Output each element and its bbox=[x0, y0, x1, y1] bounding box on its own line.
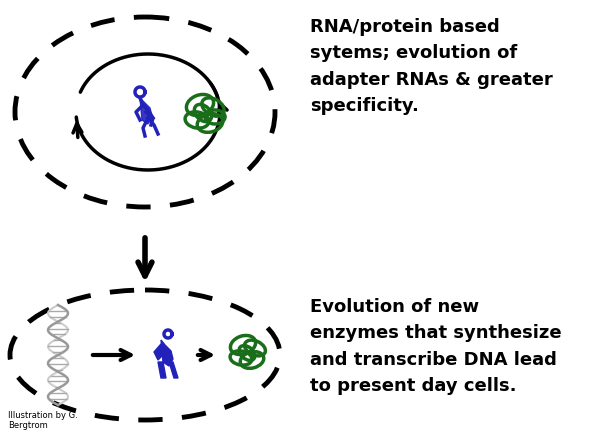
Text: Illustration by G.
Bergtrom: Illustration by G. Bergtrom bbox=[8, 411, 78, 430]
Polygon shape bbox=[140, 98, 152, 124]
Polygon shape bbox=[161, 340, 173, 366]
Polygon shape bbox=[154, 344, 164, 360]
Text: Evolution of new
enzymes that synthesize
and transcribe DNA lead
to present day : Evolution of new enzymes that synthesize… bbox=[310, 298, 562, 395]
Polygon shape bbox=[158, 362, 166, 378]
Polygon shape bbox=[169, 362, 178, 378]
Text: RNA/protein based
sytems; evolution of
adapter RNAs & greater
specificity.: RNA/protein based sytems; evolution of a… bbox=[310, 18, 553, 115]
